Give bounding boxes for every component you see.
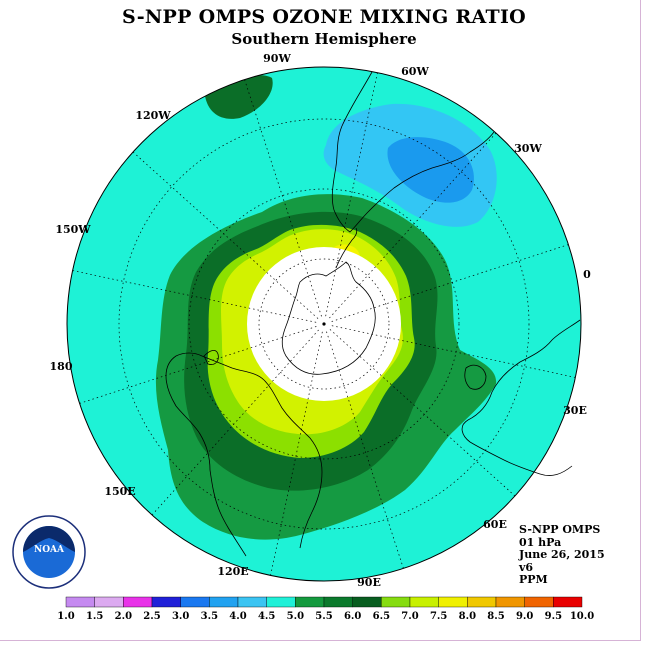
colorbar-swatch bbox=[295, 596, 325, 608]
colorbar-swatch bbox=[151, 596, 181, 608]
coastline-madagascar bbox=[464, 364, 487, 390]
meridian-line bbox=[151, 329, 319, 516]
lon-label-180: 180 bbox=[50, 360, 73, 373]
meridian-line bbox=[72, 270, 317, 323]
colorbar-tick-label: 4.0 bbox=[229, 611, 246, 622]
info-units: PPM bbox=[519, 573, 548, 587]
colorbar-swatch bbox=[323, 596, 353, 608]
lon-label-150w: 150W bbox=[55, 223, 91, 236]
coastlines bbox=[165, 71, 581, 557]
lon-label-90e: 90E bbox=[357, 576, 381, 589]
colorbar-swatch bbox=[524, 596, 554, 608]
colorbar-tick-label: 9.0 bbox=[516, 611, 533, 622]
colorbar-tick-label: 3.5 bbox=[201, 611, 218, 622]
colorbar-swatch bbox=[237, 596, 267, 608]
lon-label-30w: 30W bbox=[514, 142, 542, 155]
lon-label-30e: 30E bbox=[563, 404, 587, 417]
meridian-line bbox=[329, 329, 516, 497]
colorbar-tick-label: 2.5 bbox=[143, 611, 160, 622]
meridian-line bbox=[326, 331, 404, 569]
colorbar-tick-label: 4.5 bbox=[258, 611, 275, 622]
colorbar-tick-label: 8.0 bbox=[459, 611, 476, 622]
colorbar-tick-label: 5.5 bbox=[315, 611, 332, 622]
coastline-africa bbox=[461, 319, 581, 476]
south-pole-marker bbox=[322, 322, 326, 326]
colorbar-tick-label: 2.0 bbox=[115, 611, 132, 622]
meridian-line bbox=[331, 325, 576, 378]
lon-label-120w: 120W bbox=[135, 109, 171, 122]
info-level: 01 hPa bbox=[519, 535, 562, 549]
lon-label-120e: 120E bbox=[217, 565, 248, 578]
colorbar-tick-label: 3.0 bbox=[172, 611, 189, 622]
lon-label-60e: 60E bbox=[483, 518, 507, 531]
globe-outline bbox=[66, 66, 582, 582]
colorbar-tick-label: 7.5 bbox=[430, 611, 447, 622]
colorbar-tick-label: 5.0 bbox=[287, 611, 304, 622]
logo-bird bbox=[23, 526, 75, 552]
colorbar-swatch bbox=[123, 596, 153, 608]
meridian-line bbox=[331, 244, 569, 322]
colorbar-tick-label: 7.0 bbox=[401, 611, 418, 622]
info-version: v6 bbox=[519, 560, 534, 574]
lon-label-60w: 60W bbox=[401, 65, 429, 78]
colorbar-tick-label: 1.5 bbox=[86, 611, 103, 622]
contour-mid-blue bbox=[387, 137, 474, 203]
colorbar-swatch bbox=[65, 596, 95, 608]
meridian-line bbox=[79, 326, 317, 404]
latitude-circle-60s bbox=[188, 188, 460, 460]
colorbar-tick-label: 1.0 bbox=[57, 611, 74, 622]
info-block: S-NPP OMPS 01 hPa June 26, 2015 v6 PPM bbox=[519, 523, 605, 587]
noaa-logo: NOAA bbox=[12, 515, 86, 589]
graticule bbox=[72, 72, 576, 576]
meridian-line bbox=[325, 72, 378, 317]
figure-frame bbox=[0, 0, 641, 641]
colorbar: 1.0 1.5 2.0 2.5 3.0 3.5 4.0 4.5 5.0 5.5 6.0 6.5 7.0 7… bbox=[57, 596, 594, 622]
colorbar-swatch bbox=[94, 596, 124, 608]
lon-label-0: 0 bbox=[583, 268, 591, 281]
colorbar-swatch bbox=[381, 596, 411, 608]
logo-text: NOAA bbox=[34, 545, 65, 555]
figure-subtitle: Southern Hemisphere bbox=[231, 30, 417, 48]
latitude-circle-75s bbox=[258, 258, 390, 390]
colorbar-tick-label: 9.5 bbox=[545, 611, 562, 622]
colorbar-swatch bbox=[180, 596, 210, 608]
colorbar-swatch bbox=[467, 596, 497, 608]
info-instrument: S-NPP OMPS bbox=[519, 523, 601, 536]
coastline-antarctica bbox=[281, 261, 376, 375]
colorbar-swatch bbox=[438, 596, 468, 608]
meridian-line bbox=[270, 331, 323, 576]
coastline-south-america bbox=[331, 71, 495, 233]
meridian-line bbox=[244, 79, 322, 317]
coastline-new-zealand bbox=[203, 350, 219, 365]
colorbar-swatch bbox=[352, 596, 382, 608]
coastline-peninsula bbox=[335, 227, 358, 269]
figure-title: S-NPP OMPS OZONE MIXING RATIO bbox=[121, 6, 527, 28]
colorbar-swatch bbox=[553, 596, 583, 608]
meridians bbox=[72, 72, 576, 576]
longitude-labels: 90W 60W 30W 0 30E 60E 90E 120E 150E 180 … bbox=[50, 52, 592, 589]
latitude-circle-45s bbox=[118, 118, 530, 530]
lon-label-90w: 90W bbox=[263, 52, 291, 65]
lon-label-150e: 150E bbox=[104, 485, 135, 498]
meridian-line bbox=[132, 151, 319, 319]
info-date: June 26, 2015 bbox=[519, 548, 605, 562]
colorbar-tick-label: 6.0 bbox=[344, 611, 361, 622]
colorbar-tick-label: 8.5 bbox=[487, 611, 504, 622]
colorbar-swatch bbox=[209, 596, 239, 608]
coastline-australia bbox=[165, 352, 323, 557]
meridian-line bbox=[329, 132, 497, 319]
colorbar-tick-label: 6.5 bbox=[373, 611, 390, 622]
colorbar-swatch bbox=[495, 596, 525, 608]
colorbar-tick-label: 10.0 bbox=[570, 611, 594, 622]
colorbar-swatch bbox=[409, 596, 439, 608]
colorbar-swatch bbox=[266, 596, 296, 608]
